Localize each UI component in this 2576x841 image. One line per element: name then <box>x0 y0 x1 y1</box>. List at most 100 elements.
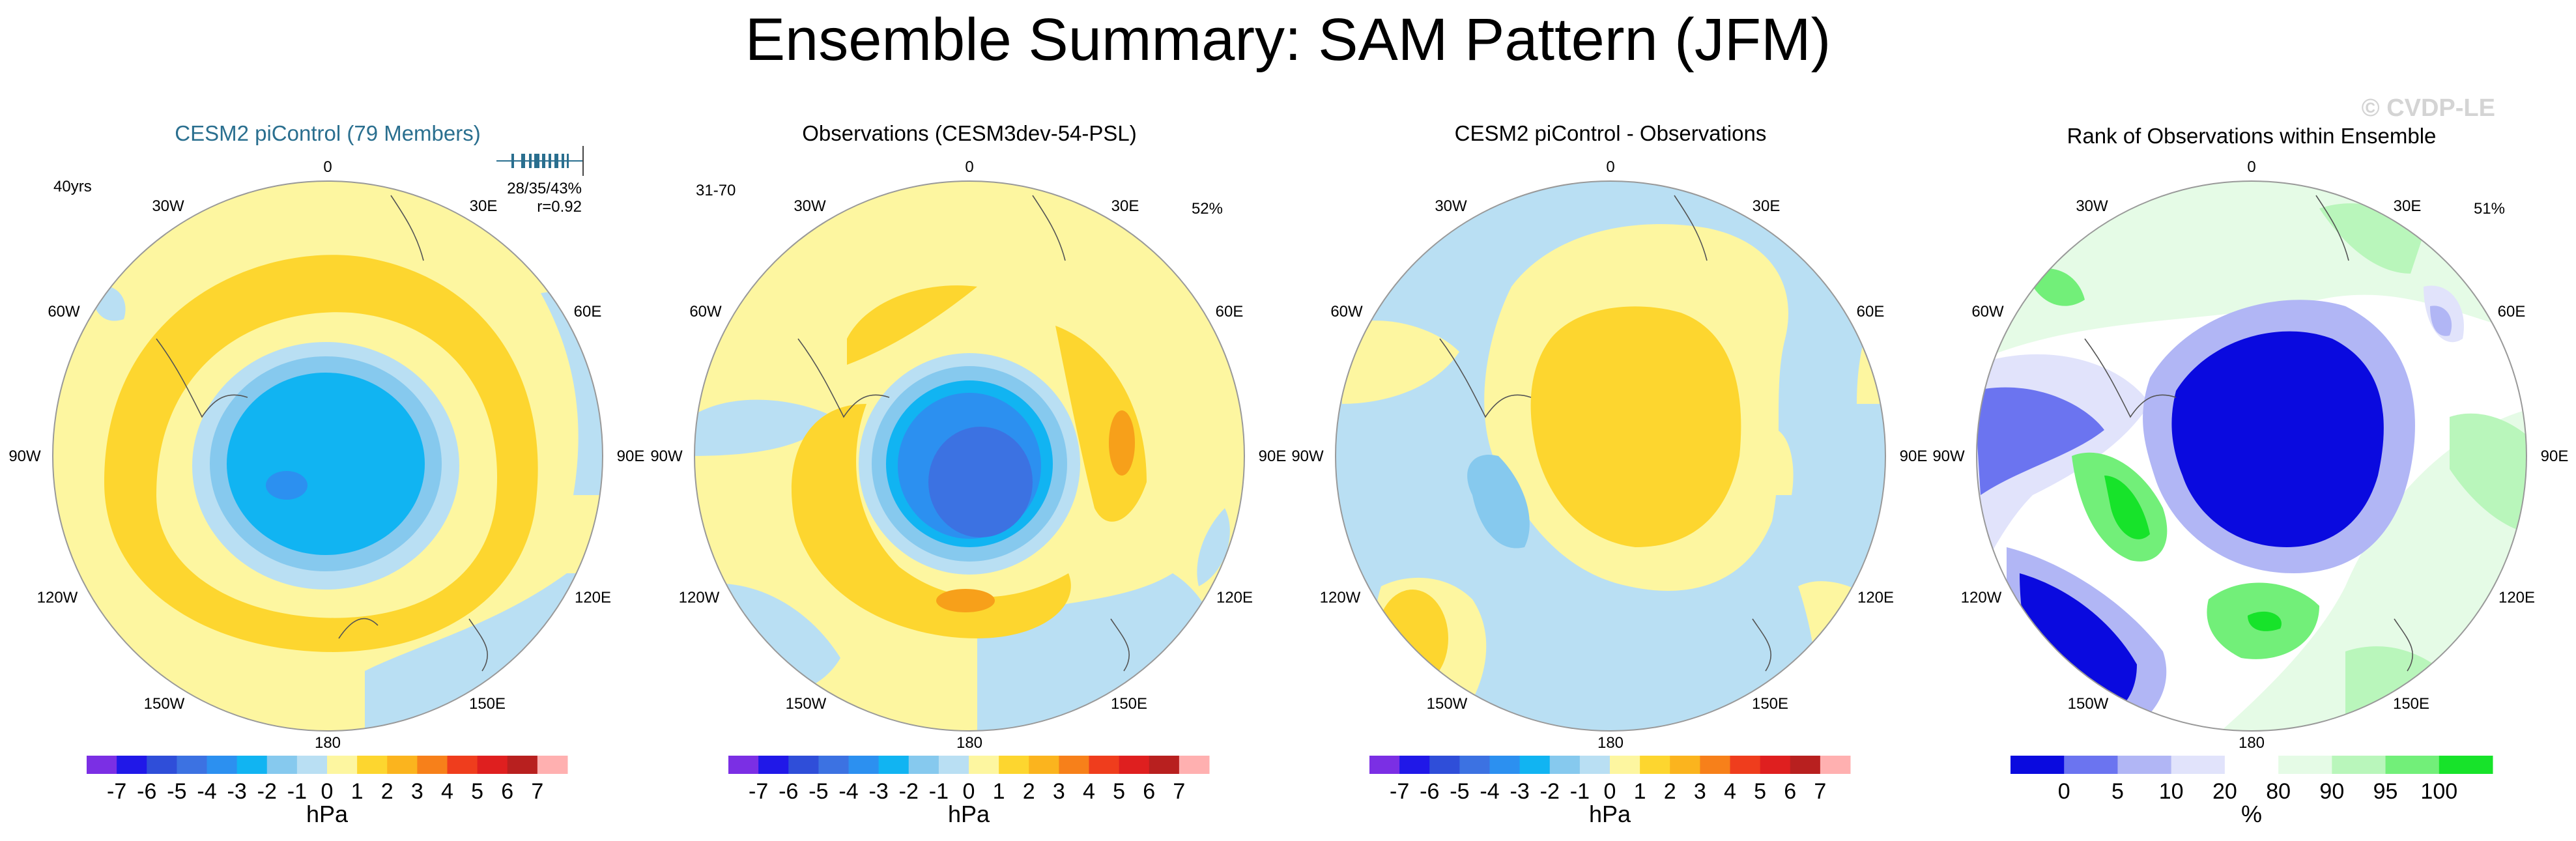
colorbar-swatch <box>848 756 880 774</box>
colorbar-swatch <box>417 756 448 774</box>
colorbar-swatch <box>1549 756 1581 774</box>
meridian-label-150w: 150W <box>144 695 185 713</box>
colorbar-swatch <box>1119 756 1150 774</box>
colorbar-units: hPa <box>1589 801 1631 827</box>
meridian-label-60e: 60E <box>1216 303 1244 321</box>
colorbar-tick-label: 4 <box>441 779 453 804</box>
panel-title: Rank of Observations within Ensemble <box>2067 124 2437 148</box>
meridian-label-0: 0 <box>2247 158 2255 176</box>
colorbar-tick-label: -7 <box>107 779 126 804</box>
coastline <box>797 195 1130 672</box>
colorbar-swatch <box>1089 756 1120 774</box>
colorbar-swatch <box>1610 756 1640 774</box>
colorbar-swatch <box>2278 756 2332 774</box>
colorbar-tick-label: -6 <box>137 779 156 804</box>
meridian-label-90w: 90W <box>1932 448 1965 465</box>
colorbar-swatch <box>387 756 418 774</box>
colorbar-tick-label: -2 <box>1540 779 1560 804</box>
colorbar-swatch <box>788 756 819 774</box>
colorbar-swatch <box>1790 756 1821 774</box>
coastline <box>1439 195 1772 672</box>
meridian-label-90e: 90E <box>1900 448 1928 465</box>
colorbar-swatch <box>507 756 538 774</box>
panel-cesm2-picontrol: CESM2 piControl (79 Members) 40yrs 28/35… <box>8 121 644 827</box>
colorbar-tick-label: 1 <box>1634 779 1646 804</box>
meridian-label-60w: 60W <box>689 303 722 321</box>
colorbar-units: % <box>2241 801 2262 827</box>
meridian-label-120w: 120W <box>1961 589 2002 606</box>
colorbar-tick-label: 3 <box>1053 779 1065 804</box>
colorbar-swatch <box>447 756 478 774</box>
colorbar-swatch <box>938 756 969 774</box>
panel-difference: CESM2 piControl - Observations 0 30W 30E… <box>1291 121 1927 827</box>
colorbar-swatch <box>357 756 388 774</box>
colorbar-swatch <box>1760 756 1791 774</box>
colorbar-tick-label: 2 <box>1664 779 1676 804</box>
polar-map <box>1336 181 1885 731</box>
polar-map <box>694 181 1244 731</box>
colorbar-tick-label: 80 <box>2266 779 2291 804</box>
meridian-label-30w: 30W <box>1435 197 1467 215</box>
colorbar-swatch <box>537 756 568 774</box>
colorbar-tick-label: 6 <box>501 779 513 804</box>
colorbar-swatch <box>1029 756 1059 774</box>
watermark: © CVDP-LE <box>2362 94 2495 122</box>
colorbar-tick-label: 6 <box>1784 779 1796 804</box>
map-border <box>1335 180 1886 732</box>
colorbar-swatch <box>908 756 939 774</box>
colorbar-tick-label: 7 <box>531 779 543 804</box>
colorbar-swatch <box>296 756 328 774</box>
panel-left-note: 40yrs <box>53 178 92 195</box>
colorbar-tick-label: 20 <box>2212 779 2237 804</box>
colorbar-tick-label: -1 <box>929 779 949 804</box>
colorbar-tick-label: 100 <box>2420 779 2457 804</box>
colorbar-tick-label: -3 <box>227 779 247 804</box>
meridian-label-90w: 90W <box>8 448 41 465</box>
colorbar-tick-label: 5 <box>471 779 483 804</box>
colorbar-tick-label: 0 <box>1604 779 1616 804</box>
panel-stats-r: r=0.92 <box>537 198 582 216</box>
colorbar-tick-label: 3 <box>411 779 423 804</box>
colorbar-swatch <box>2385 756 2440 774</box>
meridian-label-30e: 30E <box>470 197 498 215</box>
colorbar-tick-label: -4 <box>838 779 858 804</box>
colorbar-swatch <box>758 756 789 774</box>
panel-rank: Rank of Observations within Ensemble 51%… <box>1932 124 2568 827</box>
colorbar-tick-label: -5 <box>1450 779 1469 804</box>
colorbar-tick-label: -5 <box>167 779 186 804</box>
meridian-label-150e: 150E <box>1752 695 1788 713</box>
coastline <box>2084 195 2414 672</box>
meridian-label-30w: 30W <box>2076 197 2108 215</box>
map-border <box>1976 180 2527 732</box>
colorbar-tick-label: -7 <box>749 779 768 804</box>
colorbar-tick-label: -6 <box>1420 779 1439 804</box>
panel-right-note: 52% <box>1192 200 1223 218</box>
polar-map <box>1977 181 2526 731</box>
colorbar-swatch <box>266 756 298 774</box>
colorbar-swatch <box>2011 756 2065 774</box>
colorbar-swatch <box>1399 756 1430 774</box>
colorbar-swatch <box>1730 756 1761 774</box>
panel-title: CESM2 piControl (79 Members) <box>175 121 480 145</box>
meridian-label-120e: 120E <box>1216 589 1253 606</box>
colorbar-swatch <box>207 756 238 774</box>
hpa-colorbar: -7 -6 -5 -4 -3 -2 -1 0 1 2 3 4 5 6 7 hPa <box>728 756 1210 827</box>
meridian-label-90e: 90E <box>2541 448 2569 465</box>
colorbar-tick-label: 5 <box>1113 779 1125 804</box>
colorbar-swatch <box>1519 756 1551 774</box>
colorbar-tick-label: -6 <box>779 779 798 804</box>
colorbar-tick-label: 1 <box>993 779 1005 804</box>
meridian-label-180: 180 <box>2239 734 2265 752</box>
meridian-label-0: 0 <box>965 158 973 176</box>
colorbar-tick-label: 95 <box>2373 779 2398 804</box>
meridian-label-150e: 150E <box>469 695 506 713</box>
meridian-label-60e: 60E <box>2498 303 2526 321</box>
colorbar-swatch <box>1059 756 1089 774</box>
meridian-label-120e: 120E <box>575 589 611 606</box>
meridian-label-150w: 150W <box>2068 695 2109 713</box>
meridian-label-120e: 120E <box>1857 589 1894 606</box>
panel-left-note: 31-70 <box>696 182 736 199</box>
colorbar-tick-label: -7 <box>1390 779 1409 804</box>
colorbar-tick-label: -2 <box>257 779 277 804</box>
meridian-label-60w: 60W <box>1330 303 1363 321</box>
